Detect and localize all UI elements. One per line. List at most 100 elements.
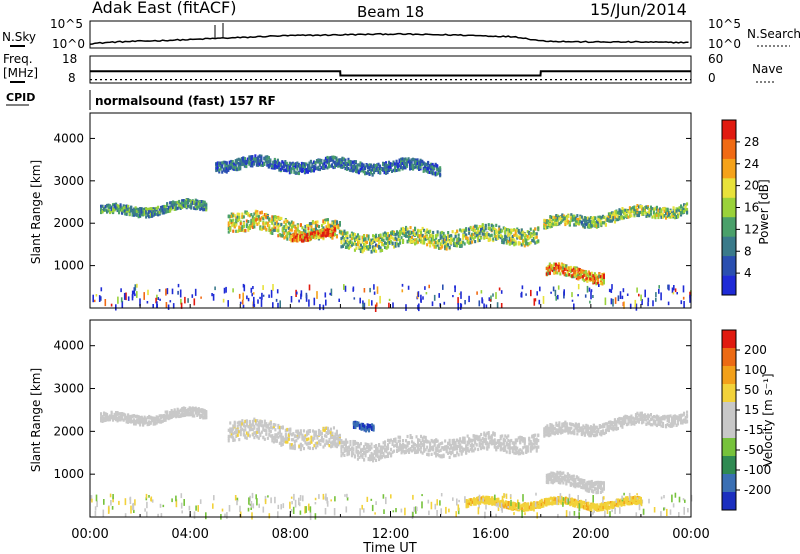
heatmap-cell (469, 237, 472, 241)
heatmap-cell (361, 245, 364, 249)
heatmap-cell (136, 420, 139, 424)
heatmap-cell (272, 424, 275, 428)
heatmap-cell (466, 236, 469, 240)
heatmap-cell (444, 439, 447, 443)
heatmap-cell (561, 214, 564, 218)
heatmap-cell (326, 224, 329, 228)
heatmap-cell (274, 428, 277, 432)
heatmap-cell (366, 245, 369, 249)
heatmap-cell (281, 228, 284, 232)
heatmap-cell (477, 236, 480, 240)
heatmap-cell (236, 168, 239, 172)
heatmap-cell (196, 202, 199, 206)
heatmap-cell (326, 155, 329, 160)
heatmap-cell (370, 164, 373, 168)
heatmap-cell (293, 225, 296, 229)
heatmap-cell (677, 208, 680, 212)
heatmap-cell (397, 237, 400, 242)
heatmap-cell (353, 248, 356, 252)
heatmap-cell (442, 454, 445, 459)
heatmap-cell (529, 241, 532, 245)
sky-left-tick-top: 10^5 (50, 17, 83, 31)
heatmap-cell (257, 217, 260, 221)
heatmap-cell (104, 208, 107, 212)
heatmap-cell (222, 160, 225, 164)
heatmap-cell (231, 167, 234, 171)
heatmap-cell (439, 233, 442, 237)
heatmap-cell (231, 160, 234, 164)
heatmap-cell (359, 248, 362, 252)
heatmap-cell (347, 243, 350, 247)
heatmap-cell (667, 284, 669, 290)
heatmap-cell (248, 428, 251, 432)
heatmap-cell (314, 224, 317, 228)
heatmap-cell (124, 205, 127, 210)
heatmap-cell (270, 164, 273, 168)
heatmap-cell (663, 214, 666, 218)
heatmap-cell (311, 446, 314, 451)
heatmap-cell (550, 215, 553, 220)
heatmap-cell (312, 169, 315, 173)
heatmap-cell (322, 438, 325, 442)
heatmap-cell (290, 162, 293, 166)
heatmap-cell (171, 288, 174, 295)
heatmap-cell (390, 240, 393, 244)
heatmap-cell (355, 445, 358, 450)
heatmap-cell (373, 456, 376, 460)
heatmap-cell (651, 207, 654, 211)
heatmap-cell (415, 450, 418, 454)
heatmap-cell (399, 233, 402, 237)
heatmap-cell (373, 234, 376, 239)
heatmap-cell (308, 161, 311, 165)
heatmap-cell (423, 228, 426, 232)
heatmap-cell (194, 411, 197, 415)
heatmap-cell (441, 455, 444, 459)
heatmap-cell (300, 164, 303, 169)
heatmap-cell (622, 209, 625, 213)
heatmap-cell (307, 442, 310, 446)
heatmap-cell (437, 167, 440, 171)
heatmap-cell (430, 241, 433, 245)
heatmap-cell (477, 227, 480, 231)
heatmap-cell (139, 213, 142, 217)
heatmap-cell (539, 286, 541, 292)
heatmap-cell (562, 270, 565, 274)
heatmap-cell (281, 226, 284, 230)
heatmap-cell (254, 419, 257, 423)
heatmap-cell (681, 206, 684, 210)
heatmap-cell (107, 415, 110, 419)
heatmap-cell (480, 229, 483, 233)
heatmap-cell (678, 206, 681, 210)
heatmap-cell (595, 220, 598, 224)
heatmap-cell (305, 433, 308, 437)
cpid-label: CPID (6, 91, 35, 104)
heatmap-cell (115, 205, 118, 209)
heatmap-cell (423, 241, 426, 245)
heatmap-cell (239, 301, 242, 304)
heatmap-cell (279, 167, 282, 171)
heatmap-cell (241, 427, 244, 431)
heatmap-cell (136, 207, 139, 211)
heatmap-cell (376, 286, 379, 294)
heatmap-cell (233, 162, 236, 166)
heatmap-cell (474, 235, 477, 239)
heatmap-cell (383, 168, 386, 172)
heatmap-cell (510, 231, 513, 235)
heatmap-cell (187, 198, 190, 202)
heatmap-cell (359, 164, 362, 168)
heatmap-cell (474, 224, 477, 228)
heatmap-cell (345, 165, 348, 169)
heatmap-cell (596, 278, 599, 282)
heatmap-cell (297, 234, 300, 239)
heatmap-cell (260, 216, 263, 220)
heatmap-cell (254, 430, 257, 434)
heatmap-cell (658, 207, 661, 211)
heatmap-cell (492, 293, 494, 297)
heatmap-cell (109, 204, 112, 208)
heatmap-cell (187, 298, 189, 303)
heatmap-cell (332, 437, 335, 441)
heatmap-cell (462, 234, 465, 238)
heatmap-cell (239, 226, 242, 230)
heatmap-cell (251, 164, 254, 168)
heatmap-cell (415, 162, 418, 167)
